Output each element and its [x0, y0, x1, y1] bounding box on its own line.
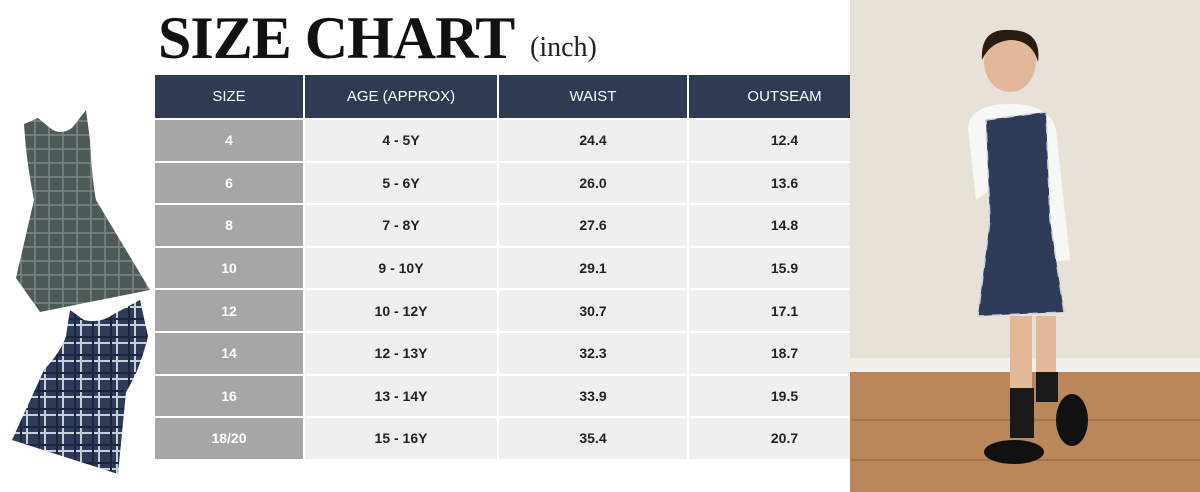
data-cell: 35.4: [499, 418, 687, 459]
data-cell: 13 - 14Y: [305, 375, 497, 417]
model-photo: [850, 0, 1200, 492]
data-cell: 18.7: [689, 332, 880, 374]
navy-dress: [12, 300, 148, 474]
data-cell: 12 - 13Y: [305, 332, 497, 374]
data-cell: 20.7: [689, 418, 880, 459]
header-cell: OUTSEAM: [689, 75, 880, 118]
data-cell: 15 - 16Y: [305, 418, 497, 459]
size-cell: 14: [155, 332, 303, 374]
header-cell: AGE (APPROX): [305, 75, 497, 118]
data-cell: 30.7: [499, 290, 687, 331]
size-cell: 4: [155, 120, 303, 161]
data-cell: 4 - 5Y: [305, 120, 497, 161]
size-cell: 16: [155, 375, 303, 417]
header-cell: WAIST: [499, 75, 687, 118]
size-cell: 12: [155, 290, 303, 331]
data-cell: 29.1: [499, 247, 687, 289]
data-cell: 13.6: [689, 162, 880, 204]
size-cell: 18/20: [155, 418, 303, 459]
size-cell: 8: [155, 205, 303, 246]
size-table: SIZE AGE (APPROX) WAIST OUTSEAM 4 4 - 5Y 24.4 1…: [155, 75, 880, 459]
unit: (inch): [530, 32, 597, 63]
data-cell: 17.1: [689, 290, 880, 331]
data-cell: 33.9: [499, 375, 687, 417]
data-cell: 5 - 6Y: [305, 162, 497, 204]
data-cell: 27.6: [499, 205, 687, 246]
data-cell: 14.8: [689, 205, 880, 246]
header-cell: SIZE: [155, 75, 303, 118]
title: SIZE CHART: [158, 5, 515, 71]
size-cell: 10: [155, 247, 303, 289]
data-cell: 12.4: [689, 120, 880, 161]
data-cell: 10 - 12Y: [305, 290, 497, 331]
data-cell: 7 - 8Y: [305, 205, 497, 246]
data-cell: 32.3: [499, 332, 687, 374]
data-cell: 15.9: [689, 247, 880, 289]
data-cell: 26.0: [499, 162, 687, 204]
dress-images: [12, 110, 150, 474]
data-cell: 24.4: [499, 120, 687, 161]
data-cell: 9 - 10Y: [305, 247, 497, 289]
grey-dress: [16, 110, 150, 312]
data-cell: 19.5: [689, 375, 880, 417]
size-cell: 6: [155, 162, 303, 204]
